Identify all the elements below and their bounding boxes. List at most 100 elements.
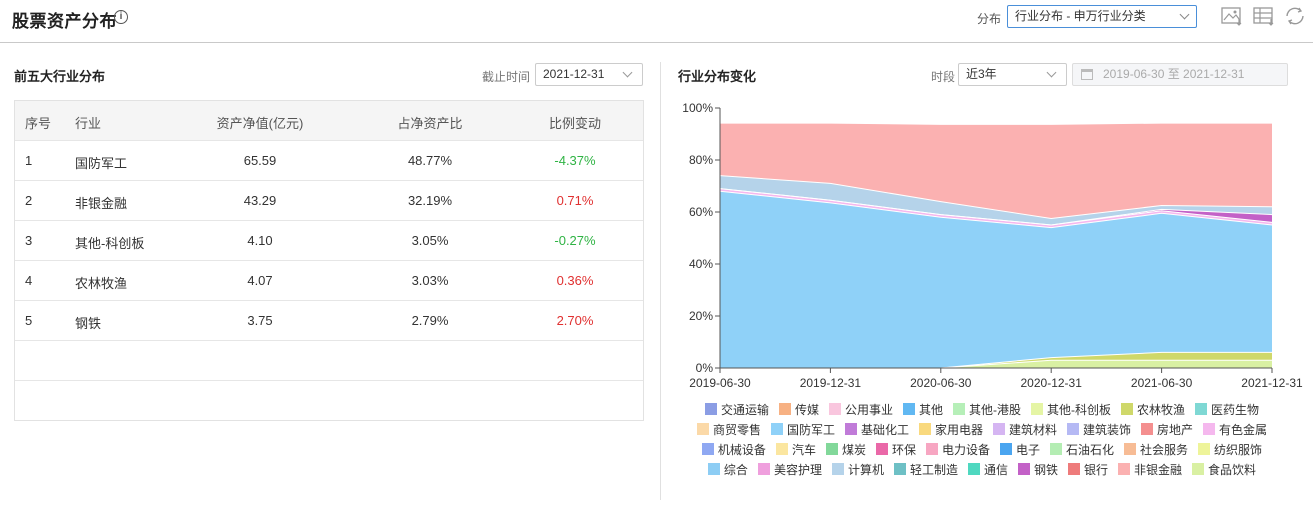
area-series-6 [720, 123, 1272, 219]
legend-label: 房地产 [1157, 423, 1194, 437]
legend-item[interactable]: 农林牧渔 [1121, 400, 1185, 420]
legend-item[interactable]: 建筑材料 [993, 420, 1057, 440]
legend-item[interactable]: 电力设备 [925, 440, 990, 460]
column-header-ratio[interactable]: 占净资产比 [397, 116, 463, 131]
area-series-2 [720, 191, 1272, 368]
legend-swatch [1124, 443, 1137, 455]
legend-label: 医药生物 [1211, 403, 1260, 417]
row-net-assets: 43.29 [243, 193, 277, 208]
column-header-net-assets[interactable]: 资产净值(亿元) [216, 116, 304, 131]
period-select[interactable]: 近3年 [958, 63, 1067, 86]
table-export-icon[interactable] [1252, 5, 1276, 27]
legend-swatch [893, 463, 906, 475]
legend-item[interactable]: 交通运输 [704, 400, 769, 420]
table-row[interactable]: 1 国防军工 65.59 48.77% -4.37% [15, 141, 643, 181]
legend-item[interactable]: 房地产 [1141, 420, 1193, 440]
row-net-assets: 4.10 [247, 233, 273, 248]
legend-item[interactable]: 钢铁 [1018, 460, 1058, 480]
legend-item[interactable]: 汽车 [775, 440, 816, 460]
legend-label: 其他 [919, 403, 944, 417]
legend-item[interactable]: 机械设备 [701, 440, 766, 460]
chevron-down-icon [1179, 9, 1190, 20]
legend-label: 国防军工 [786, 423, 835, 437]
info-icon[interactable]: i [114, 10, 128, 24]
legend-item[interactable]: 非银金融 [1118, 460, 1182, 480]
distribution-select[interactable]: 行业分布 - 申万行业分类 [1007, 5, 1197, 28]
legend-item[interactable]: 基础化工 [844, 420, 909, 440]
legend-item[interactable]: 煤炭 [825, 440, 866, 460]
legend-label: 石油石化 [1066, 443, 1115, 457]
refresh-icon[interactable] [1283, 5, 1307, 27]
column-header-ratio-change[interactable]: 比例变动 [548, 116, 601, 131]
legend-swatch [1068, 463, 1081, 475]
legend-label: 家用电器 [934, 423, 983, 437]
legend-swatch [778, 403, 791, 415]
distribution-select-value: 行业分布 - 申万行业分类 [1015, 9, 1146, 23]
legend-swatch [704, 403, 717, 415]
legend-label: 传媒 [794, 403, 819, 417]
table-row[interactable]: 4 农林牧渔 4.07 3.03% 0.36% [15, 261, 643, 301]
cutoff-date-label: 截止时间 [482, 70, 531, 84]
legend-item[interactable]: 其他 [903, 400, 943, 420]
cutoff-date-select[interactable]: 2021-12-31 [535, 63, 643, 86]
legend-item[interactable]: 建筑装饰 [1067, 420, 1131, 440]
row-net-assets: 3.75 [247, 313, 273, 328]
row-net-assets: 4.07 [247, 273, 273, 288]
legend-item[interactable]: 石油石化 [1050, 440, 1114, 460]
period-select-value: 近3年 [966, 67, 997, 81]
area-series-1 [720, 352, 1272, 368]
legend-swatch [757, 463, 770, 475]
legend-item[interactable]: 其他-科创板 [1031, 400, 1111, 420]
legend-swatch [1121, 403, 1134, 415]
legend-label: 电力设备 [941, 443, 990, 457]
legend-item[interactable]: 轻工制造 [893, 460, 958, 480]
legend-label: 美容护理 [773, 463, 822, 477]
legend-item[interactable]: 通信 [967, 460, 1008, 480]
legend-item[interactable]: 家用电器 [918, 420, 983, 440]
row-ratio: 3.05% [411, 233, 449, 248]
row-ratio-change: -4.37% [554, 153, 596, 168]
legend-item[interactable]: 其他-港股 [953, 400, 1021, 420]
legend-item[interactable]: 传媒 [778, 400, 819, 420]
column-header-index[interactable]: 序号 [25, 116, 52, 131]
legend-item[interactable]: 银行 [1068, 460, 1108, 480]
legend-label: 基础化工 [860, 423, 909, 437]
legend-item[interactable]: 公用事业 [828, 400, 893, 420]
x-tick-label: 2020-06-30 [910, 376, 972, 390]
table-row-empty [15, 341, 643, 381]
legend-item[interactable]: 电子 [1000, 440, 1040, 460]
legend-item[interactable]: 环保 [875, 440, 916, 460]
row-ratio: 3.03% [411, 273, 449, 288]
chart-legend: 交通运输 传媒 公用事业 其他 其他-港股 其他-科创板 农林牧渔 医药生物商贸零售 国防军工 基… [676, 400, 1288, 480]
legend-swatch [775, 443, 788, 455]
legend-item[interactable]: 有色金属 [1203, 420, 1267, 440]
legend-label: 公用事业 [844, 403, 893, 417]
top-industries-title: 前五大行业分布 [14, 69, 106, 84]
date-range-field[interactable]: 2019-06-30 至 2021-12-31 [1072, 63, 1288, 86]
row-net-assets: 65.59 [243, 153, 277, 168]
row-ratio: 2.79% [411, 313, 449, 328]
legend-item[interactable]: 国防军工 [770, 420, 835, 440]
table-row[interactable]: 3 其他-科创板 4.10 3.05% -0.27% [15, 221, 643, 261]
legend-swatch [925, 443, 938, 455]
row-ratio-change: 2.70% [556, 313, 594, 328]
legend-label: 其他-科创板 [1047, 403, 1112, 417]
row-index: 4 [25, 273, 33, 288]
legend-item[interactable]: 美容护理 [757, 460, 822, 480]
legend-swatch [918, 423, 931, 435]
x-tick-label: 2019-12-31 [800, 376, 862, 390]
cutoff-date-value: 2021-12-31 [543, 67, 605, 81]
legend-swatch [967, 463, 980, 475]
legend-item[interactable]: 医药生物 [1195, 400, 1259, 420]
legend-label: 钢铁 [1034, 463, 1059, 477]
column-header-industry[interactable]: 行业 [75, 116, 102, 131]
legend-item[interactable]: 商贸零售 [696, 420, 761, 440]
legend-item[interactable]: 社会服务 [1124, 440, 1188, 460]
legend-item[interactable]: 综合 [707, 460, 748, 480]
table-row[interactable]: 5 钢铁 3.75 2.79% 2.70% [15, 301, 643, 341]
legend-item[interactable]: 计算机 [831, 460, 884, 480]
legend-item[interactable]: 食品饮料 [1192, 460, 1256, 480]
legend-item[interactable]: 纺织服饰 [1198, 440, 1262, 460]
table-row[interactable]: 2 非银金融 43.29 32.19% 0.71% [15, 181, 643, 221]
image-export-icon[interactable] [1220, 5, 1244, 27]
